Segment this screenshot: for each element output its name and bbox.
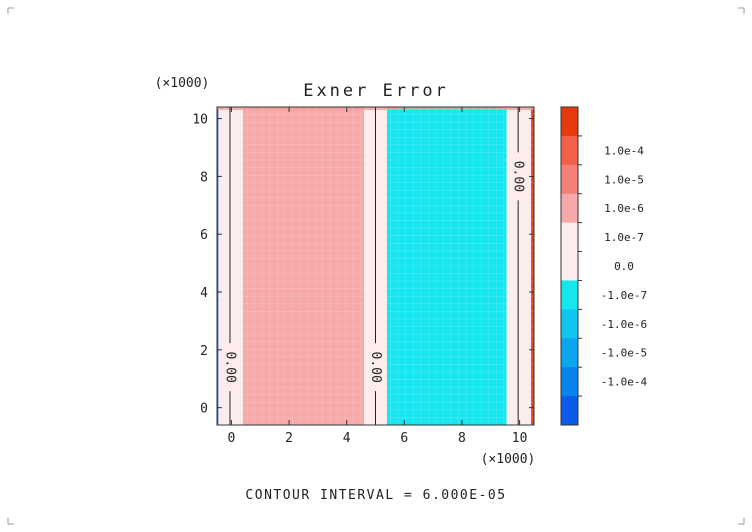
x-scale-label: (×1000) — [481, 452, 536, 467]
axes: 0 2 4 6 8 10 0 2 4 6 8 10 — [192, 107, 534, 446]
band-6 — [531, 107, 534, 425]
colorbar-label: -1.0e-7 — [601, 289, 647, 302]
y-tick-label: 6 — [200, 228, 208, 243]
colorbar-label: 1.0e-5 — [604, 173, 644, 186]
colorbar: 1.0e-4 1.0e-5 1.0e-6 1.0e-7 0.0 -1.0e-7 -1.0e-… — [560, 106, 648, 426]
colorbar-label: -1.0e-6 — [601, 318, 647, 331]
y-tick-label: 0 — [200, 402, 208, 417]
band-0 — [217, 107, 219, 425]
y-tick-label: 10 — [192, 113, 208, 128]
page-corner-marks — [7, 7, 745, 525]
colorbar-frame — [560, 106, 579, 426]
colorbar-segment — [561, 222, 578, 252]
colorbar-label: 1.0e-6 — [604, 202, 644, 215]
contour-label: 0.00 — [368, 352, 383, 383]
y-tick-label: 2 — [200, 344, 208, 359]
x-tick-label: 8 — [458, 431, 466, 446]
y-tick-label: 4 — [200, 286, 208, 301]
x-tick-label: 6 — [400, 431, 408, 446]
colorbar-label: -1.0e-4 — [601, 376, 648, 389]
band-5 — [506, 107, 532, 425]
y-tick-label: 8 — [200, 170, 208, 185]
colorbar-segment — [561, 135, 578, 166]
colorbar-segment — [561, 107, 578, 137]
band-1 — [218, 107, 243, 425]
colorbar-segment — [561, 396, 578, 426]
contour-interval-label: CONTOUR INTERVAL = 6.000E-05 — [245, 488, 506, 503]
colorbar-segment — [561, 309, 578, 339]
heatmap-bands — [217, 107, 534, 425]
x-tick-label: 0 — [227, 431, 235, 446]
band-4 — [387, 107, 507, 425]
contour-label: 0.00 — [511, 161, 526, 192]
colorbar-segment — [561, 251, 578, 281]
colorbar-label: 1.0e-4 — [604, 144, 644, 157]
colorbar-segment — [561, 367, 578, 397]
colorbar-label: 0.0 — [614, 260, 634, 273]
chart-title: Exner Error — [303, 81, 449, 101]
colorbar-segment — [561, 280, 578, 310]
x-tick-label: 2 — [285, 431, 293, 446]
band-2 — [242, 107, 364, 425]
y-scale-label: (×1000) — [155, 76, 210, 91]
plot-frame — [216, 106, 535, 426]
zero-contours: 0.00 0.00 0.00 — [222, 107, 526, 425]
colorbar-segment — [561, 164, 578, 195]
colorbar-segment — [561, 193, 578, 223]
contour-label: 0.00 — [222, 352, 237, 383]
colorbar-label: 1.0e-7 — [604, 231, 644, 244]
colorbar-segment — [561, 338, 578, 368]
x-tick-label: 4 — [343, 431, 351, 446]
colorbar-label: -1.0e-5 — [601, 347, 647, 360]
x-tick-label: 10 — [512, 431, 528, 446]
